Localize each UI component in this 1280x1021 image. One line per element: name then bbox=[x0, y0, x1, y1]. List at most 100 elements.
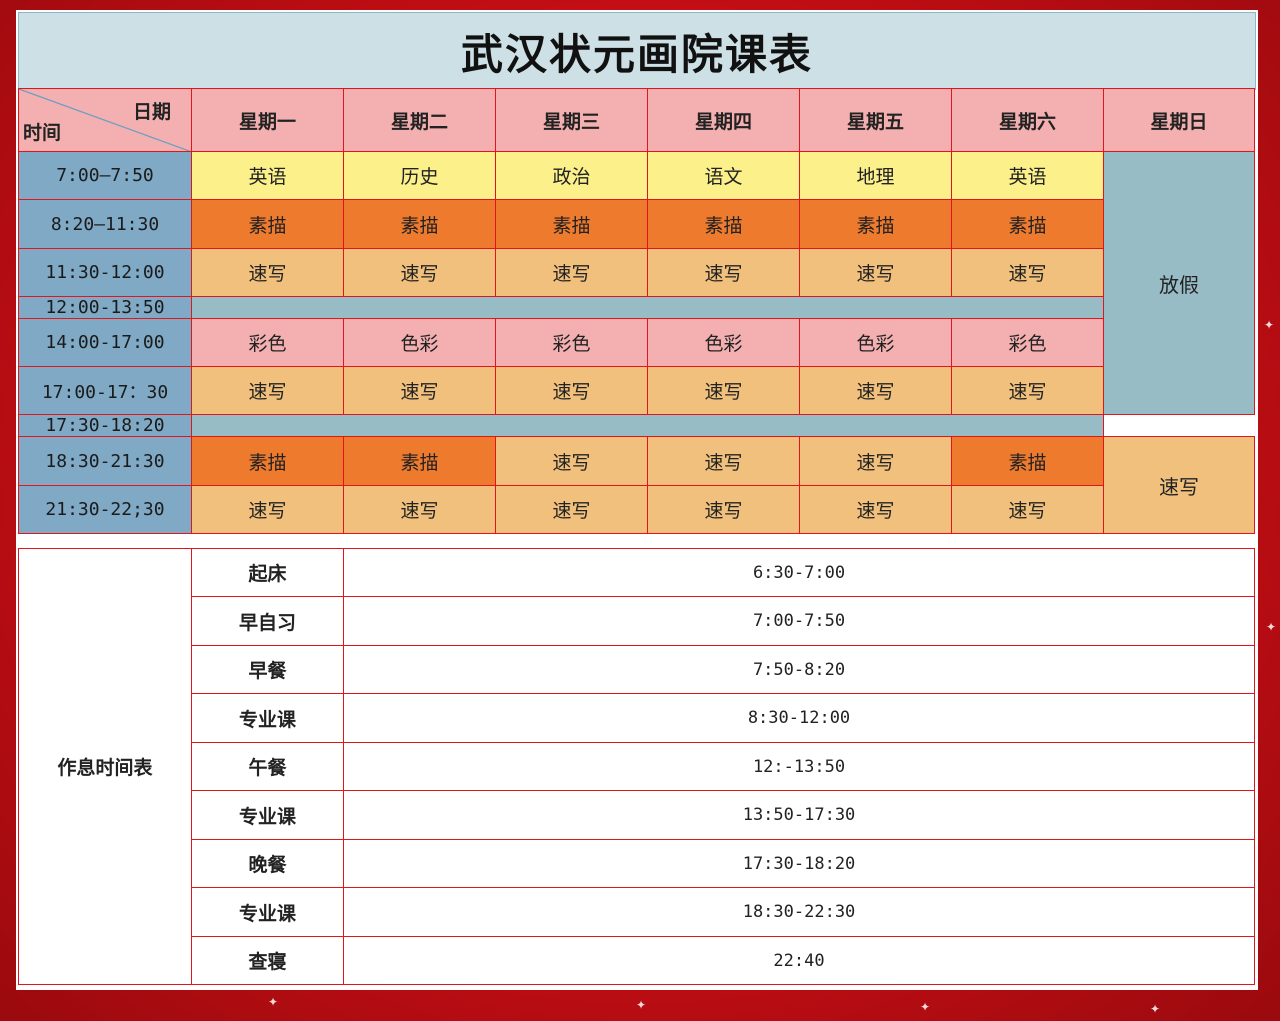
routine-row: 专业课 8:30-12:00 bbox=[19, 693, 1255, 743]
sunday-holiday-cell: 放假 bbox=[1103, 151, 1255, 415]
routine-row: 早餐 7:50-8:20 bbox=[19, 645, 1255, 694]
day-header: 星期三 bbox=[495, 88, 648, 152]
table-row: 21:30-22;30 速写 速写 速写 速写 速写 速写 bbox=[18, 485, 1255, 534]
class-cell: 速写 bbox=[495, 366, 648, 415]
day-header: 星期二 bbox=[343, 88, 496, 152]
routine-item-name: 午餐 bbox=[191, 742, 344, 791]
class-cell: 速写 bbox=[343, 248, 496, 297]
table-row: 14:00-17:00 彩色 色彩 彩色 色彩 色彩 彩色 bbox=[18, 318, 1255, 367]
routine-item-name: 晚餐 bbox=[191, 839, 344, 888]
routine-item-time: 22:40 bbox=[343, 936, 1255, 985]
class-cell: 速写 bbox=[495, 248, 648, 297]
sparkle-decoration: ✦ bbox=[1150, 1002, 1161, 1016]
class-cell: 速写 bbox=[343, 485, 496, 534]
schedule-sheet: 武汉状元画院课表 日期 时间 星期一 星期二 星期三 星期四 星期五 星期六 星… bbox=[16, 10, 1258, 990]
time-slot: 18:30-21:30 bbox=[18, 436, 192, 486]
class-cell: 速写 bbox=[191, 485, 344, 534]
class-cell: 彩色 bbox=[951, 318, 1104, 367]
routine-row: 专业课 18:30-22:30 bbox=[19, 887, 1255, 937]
corner-date-label: 日期 bbox=[132, 101, 171, 123]
routine-item-time: 17:30-18:20 bbox=[343, 839, 1255, 888]
sparkle-decoration: ✦ bbox=[920, 1000, 931, 1014]
class-cell: 速写 bbox=[191, 366, 344, 415]
class-cell: 地理 bbox=[799, 151, 952, 200]
class-cell: 色彩 bbox=[799, 318, 952, 367]
routine-row: 查寝 22:40 bbox=[19, 936, 1255, 985]
sparkle-decoration: ✦ bbox=[636, 998, 647, 1012]
routine-item-name: 专业课 bbox=[191, 790, 344, 840]
class-cell: 色彩 bbox=[343, 318, 496, 367]
routine-item-time: 13:50-17:30 bbox=[343, 790, 1255, 840]
class-cell: 素描 bbox=[951, 199, 1104, 249]
table-row: 7:00—7:50 英语 历史 政治 语文 地理 英语 放假 bbox=[18, 151, 1255, 415]
page-title: 武汉状元画院课表 bbox=[18, 12, 1256, 90]
class-cell: 速写 bbox=[799, 485, 952, 534]
class-cell: 素描 bbox=[191, 436, 344, 486]
class-cell: 历史 bbox=[343, 151, 496, 200]
class-cell: 速写 bbox=[191, 248, 344, 297]
class-cell: 素描 bbox=[647, 199, 800, 249]
routine-item-time: 12:-13:50 bbox=[343, 742, 1255, 791]
time-slot: 8:20—11:30 bbox=[18, 199, 192, 249]
diagonal-line bbox=[19, 89, 190, 151]
class-cell: 速写 bbox=[951, 248, 1104, 297]
routine-item-name: 专业课 bbox=[191, 693, 344, 743]
class-cell: 速写 bbox=[951, 366, 1104, 415]
class-cell: 速写 bbox=[343, 366, 496, 415]
time-slot: 14:00-17:00 bbox=[18, 318, 192, 367]
class-cell: 彩色 bbox=[191, 318, 344, 367]
class-cell: 素描 bbox=[343, 436, 496, 486]
class-cell: 彩色 bbox=[495, 318, 648, 367]
sparkle-decoration: ✦ bbox=[268, 995, 279, 1009]
routine-item-name: 早餐 bbox=[191, 645, 344, 694]
break-band bbox=[191, 414, 1104, 437]
time-slot: 12:00-13:50 bbox=[18, 296, 192, 319]
class-cell: 素描 bbox=[495, 199, 648, 249]
class-cell: 素描 bbox=[191, 199, 344, 249]
class-cell: 政治 bbox=[495, 151, 648, 200]
class-cell: 素描 bbox=[343, 199, 496, 249]
class-schedule-table: 日期 时间 星期一 星期二 星期三 星期四 星期五 星期六 星期日 7:00—7… bbox=[18, 88, 1255, 534]
time-slot: 7:00—7:50 bbox=[18, 151, 192, 200]
routine-item-name: 查寝 bbox=[191, 936, 344, 985]
day-header: 星期六 bbox=[951, 88, 1104, 152]
table-row: 8:20—11:30 素描 素描 素描 素描 素描 素描 bbox=[18, 199, 1255, 249]
class-cell: 速写 bbox=[799, 366, 952, 415]
class-cell: 速写 bbox=[495, 436, 648, 486]
class-cell: 速写 bbox=[647, 366, 800, 415]
corner-time-label: 时间 bbox=[23, 122, 62, 144]
time-slot: 21:30-22;30 bbox=[18, 485, 192, 534]
class-cell: 速写 bbox=[951, 485, 1104, 534]
break-band bbox=[191, 296, 1104, 319]
routine-row: 专业课 13:50-17:30 bbox=[19, 790, 1255, 840]
time-slot: 17:00-17：30 bbox=[18, 366, 192, 415]
table-row: 11:30-12:00 速写 速写 速写 速写 速写 速写 bbox=[18, 248, 1255, 297]
class-cell: 速写 bbox=[647, 436, 800, 486]
class-cell: 素描 bbox=[951, 436, 1104, 486]
routine-item-name: 早自习 bbox=[191, 596, 344, 646]
routine-row: 作息时间表 起床 6:30-7:00 bbox=[18, 548, 1255, 985]
corner-cell: 日期 时间 bbox=[18, 88, 192, 152]
routine-item-name: 专业课 bbox=[191, 887, 344, 937]
class-cell: 速写 bbox=[647, 485, 800, 534]
day-header: 星期日 bbox=[1103, 88, 1255, 152]
routine-row: 午餐 12:-13:50 bbox=[19, 742, 1255, 791]
sparkle-decoration: ✦ bbox=[1266, 620, 1277, 634]
break-row: 17:30-18:20 bbox=[18, 414, 1255, 437]
class-cell: 速写 bbox=[799, 248, 952, 297]
class-cell: 英语 bbox=[951, 151, 1104, 200]
class-cell: 速写 bbox=[647, 248, 800, 297]
routine-item-time: 7:50-8:20 bbox=[343, 645, 1255, 694]
break-row: 12:00-13:50 bbox=[18, 296, 1255, 319]
routine-row: 晚餐 17:30-18:20 bbox=[19, 839, 1255, 888]
class-cell: 色彩 bbox=[647, 318, 800, 367]
table-row: 18:30-21:30 素描 素描 速写 速写 速写 素描 速写 bbox=[18, 436, 1255, 534]
routine-item-time: 8:30-12:00 bbox=[343, 693, 1255, 743]
sparkle-decoration: ✦ bbox=[1264, 318, 1275, 332]
time-slot: 17:30-18:20 bbox=[18, 414, 192, 437]
day-header: 星期一 bbox=[191, 88, 344, 152]
class-cell: 速写 bbox=[799, 436, 952, 486]
class-cell: 语文 bbox=[647, 151, 800, 200]
header-row: 日期 时间 星期一 星期二 星期三 星期四 星期五 星期六 星期日 bbox=[18, 88, 1255, 152]
table-row: 17:00-17：30 速写 速写 速写 速写 速写 速写 bbox=[18, 366, 1255, 415]
